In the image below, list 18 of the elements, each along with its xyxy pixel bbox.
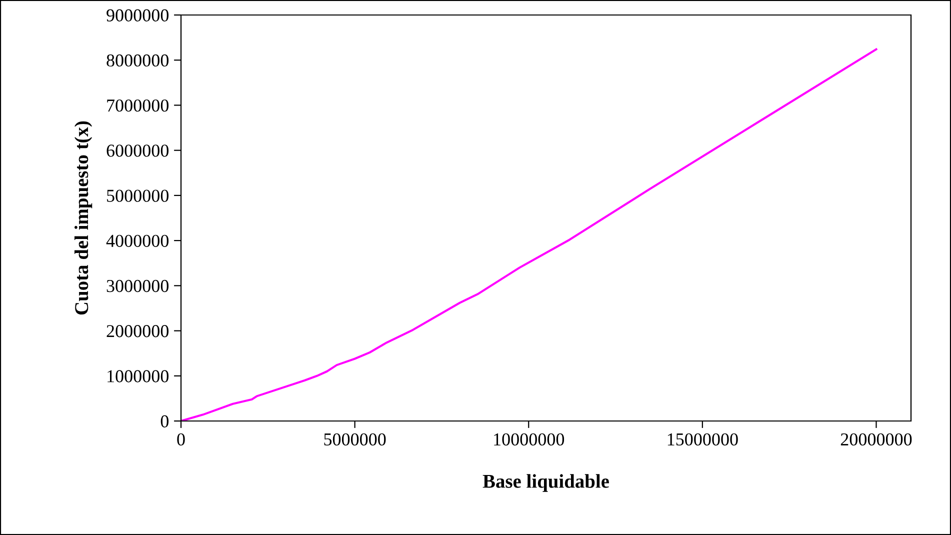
x-tick-label: 10000000 [494, 433, 564, 446]
y-tick-label: 9000000 [106, 9, 169, 22]
y-tick-label: 3000000 [106, 280, 169, 292]
x-tick-label: 0 [177, 433, 185, 446]
x-axis-title: Base liquidable [482, 474, 609, 492]
y-tick-label: 0 [160, 415, 169, 428]
y-axis-title: Cuota del impuesto t(x) [74, 121, 92, 315]
y-tick-label: 7000000 [107, 99, 169, 112]
x-tick-label: 20000000 [840, 433, 912, 446]
y-tick-label: 5000000 [107, 190, 169, 202]
x-tick-label: 5000000 [324, 433, 386, 446]
y-tick-label: 4000000 [106, 234, 169, 247]
y-tick-label: 2000000 [106, 325, 169, 338]
y-tick-label: 8000000 [106, 54, 169, 67]
y-tick-label: 6000000 [106, 144, 169, 157]
y-tick-label: 1000000 [108, 370, 169, 382]
x-tick-label: 15000000 [668, 433, 738, 446]
line-series [181, 48, 878, 421]
